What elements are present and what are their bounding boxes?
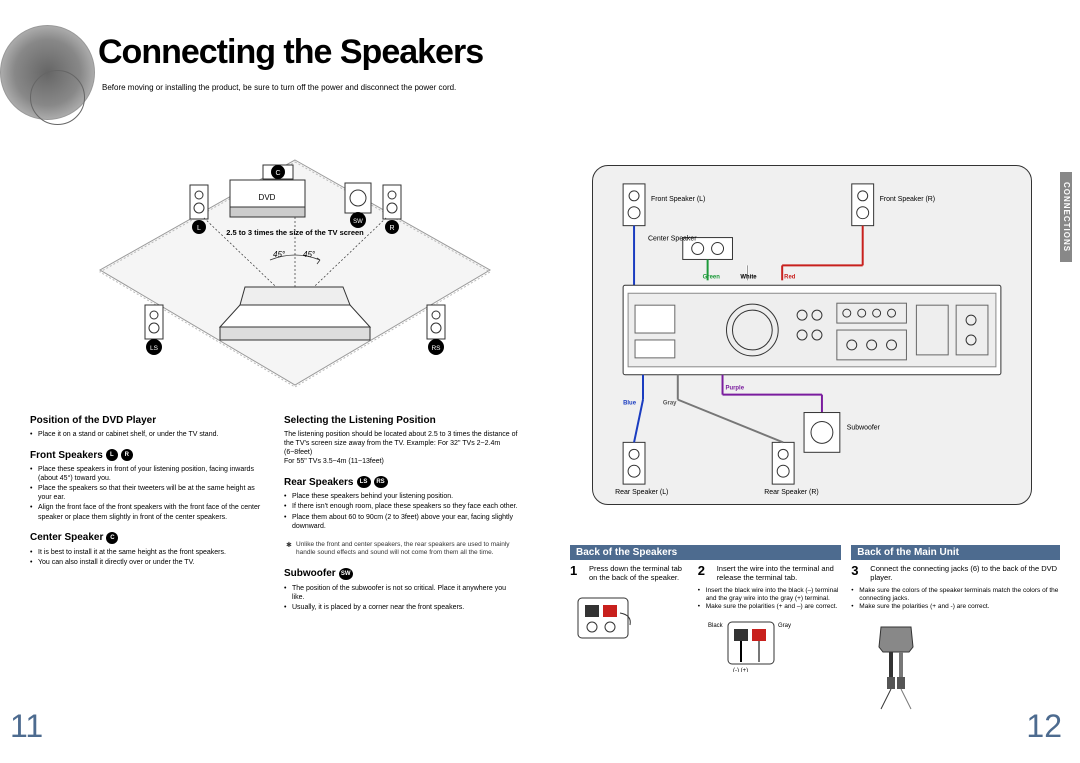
svg-text:Rear Speaker (L): Rear Speaker (L): [615, 489, 668, 496]
svg-text:Center Speaker: Center Speaker: [648, 236, 697, 243]
svg-text:Red: Red: [784, 274, 796, 280]
page-number-left: 11: [10, 708, 43, 745]
svg-text:R: R: [389, 225, 394, 232]
jack-plug-diagram: [851, 617, 941, 712]
section-subwoofer: Subwoofer SW: [284, 568, 520, 580]
badge-l: L: [106, 449, 118, 461]
bar-back-main: Back of the Main Unit: [851, 545, 1060, 560]
svg-text:Rear Speaker (R): Rear Speaker (R): [764, 489, 818, 496]
corner-arc-decoration: [30, 70, 85, 125]
list-item: Place it on a stand or cabinet shelf, or…: [30, 430, 266, 439]
step-3-text: Connect the connecting jacks (6) to the …: [870, 564, 1060, 583]
svg-text:45°: 45°: [273, 250, 286, 259]
step-2-num: 2: [698, 564, 712, 583]
svg-text:RS: RS: [431, 345, 441, 352]
svg-text:Black: Black: [708, 623, 724, 629]
section-rear-speakers: Rear Speakers LS RS: [284, 476, 520, 488]
step-2-text: Insert the wire into the terminal and re…: [717, 564, 842, 583]
left-instructions: Position of the DVD Player Place it on a…: [30, 415, 520, 622]
rear-note: Unlike the front and center speakers, th…: [284, 541, 520, 558]
list-item: If there isn't enough room, place these …: [284, 502, 520, 511]
svg-text:Subwoofer: Subwoofer: [847, 424, 881, 431]
list-item: Insert the black wire into the black (–)…: [698, 587, 842, 603]
list-item: Place the speakers so that their tweeter…: [30, 484, 266, 502]
svg-text:L: L: [197, 225, 201, 232]
wiring-diagram: Front Speaker (L) Front Speaker (R) Cent…: [592, 165, 1032, 505]
list-item: It is best to install it at the same hei…: [30, 548, 266, 557]
svg-text:Gray: Gray: [778, 623, 791, 629]
svg-text:Green: Green: [703, 274, 721, 280]
section-listening-position: Selecting the Listening Position: [284, 415, 520, 426]
terminal-diagram-2: Black Gray (-) (+): [698, 617, 808, 672]
badge-c: C: [106, 532, 118, 544]
svg-text:45°: 45°: [303, 250, 316, 259]
section-center-speaker: Center Speaker C: [30, 532, 266, 544]
badge-sw: SW: [339, 568, 353, 580]
speaker-placement-diagram: DVD C L SW R 2.5 to 3 times the size of …: [95, 155, 495, 390]
page-number-right: 12: [1026, 708, 1062, 745]
svg-text:DVD: DVD: [259, 193, 276, 202]
list-item: You can also install it directly over or…: [30, 558, 266, 567]
list-item: Align the front face of the front speake…: [30, 503, 266, 521]
svg-text:(-) (+): (-) (+): [733, 668, 748, 672]
badge-rs: RS: [374, 476, 388, 488]
svg-text:Gray: Gray: [663, 401, 677, 407]
step-3-num: 3: [851, 564, 865, 583]
svg-text:LS: LS: [150, 345, 159, 352]
svg-text:Blue: Blue: [623, 401, 637, 407]
svg-text:White: White: [740, 274, 757, 280]
list-item: Place these speakers in front of your li…: [30, 465, 266, 483]
svg-text:Front Speaker (R): Front Speaker (R): [880, 196, 936, 203]
badge-ls: LS: [357, 476, 371, 488]
list-item: Place these speakers behind your listeni…: [284, 492, 520, 501]
svg-text:Purple: Purple: [726, 386, 745, 392]
page-title: Connecting the Speakers: [98, 33, 483, 72]
section-front-speakers: Front Speakers L R: [30, 449, 266, 461]
list-item: Place them about 60 to 90cm (2 to 3feet)…: [284, 513, 520, 531]
section-dvd-position: Position of the DVD Player: [30, 415, 266, 426]
list-item: Make sure the polarities (+ and –) are c…: [698, 603, 842, 611]
list-item: Make sure the colors of the speaker term…: [851, 587, 1060, 603]
listening-desc: The listening position should be located…: [284, 430, 520, 466]
list-item: The position of the subwoofer is not so …: [284, 584, 520, 602]
section-tab: CONNECTIONS: [1060, 172, 1072, 262]
page-subtitle: Before moving or installing the product,…: [102, 83, 456, 92]
badge-r: R: [121, 449, 133, 461]
bar-back-speakers: Back of the Speakers: [570, 545, 841, 560]
svg-text:C: C: [275, 170, 280, 177]
terminal-diagram-1: (-) (+): [570, 593, 640, 643]
step-1-text: Press down the terminal tab on the back …: [589, 564, 690, 583]
step-1-num: 1: [570, 564, 584, 583]
svg-text:Front Speaker (L): Front Speaker (L): [651, 196, 705, 203]
svg-text:SW: SW: [353, 219, 363, 225]
connection-steps: Back of the Speakers 1 Press down the te…: [570, 545, 1060, 714]
list-item: Usually, it is placed by a corner near t…: [284, 603, 520, 612]
list-item: Make sure the polarities (+ and -) are c…: [851, 603, 1060, 611]
